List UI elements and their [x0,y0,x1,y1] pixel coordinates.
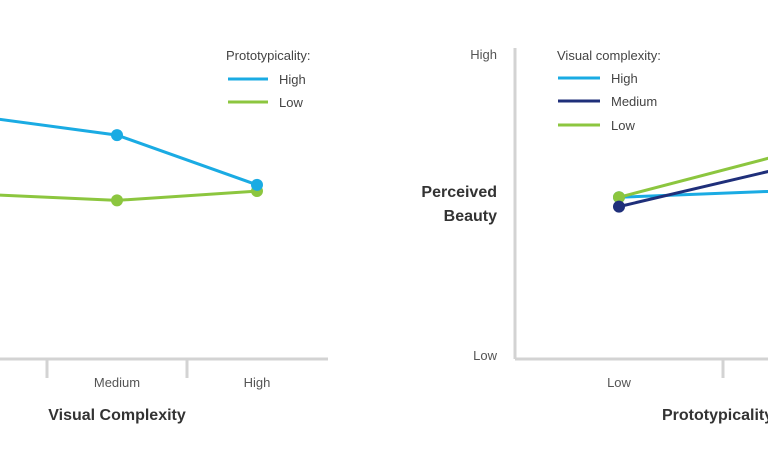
right-point-medium-low [613,200,625,213]
right-x-tick-label-low: Low [607,375,631,390]
right-legend-title: Visual complexity: [557,48,661,63]
left-legend-label-high: High [279,72,306,87]
left-x-tick-label-medium: Medium [94,375,140,390]
left-x-tick-label-high: High [244,375,271,390]
right-x-axis-title: Prototypicality [662,407,768,424]
right-y-axis-title-line2: Beauty [444,208,497,225]
right-legend-label-high: High [611,71,638,86]
chart-prototypicality: High Low Perceived Beauty Low Prototypic… [421,47,768,424]
left-series-group [0,117,263,207]
right-legend-label-low: Low [611,118,635,133]
left-series-line-low [0,189,258,202]
left-point-high-high [251,178,263,191]
right-series-group [613,156,768,213]
left-point-low-medium [111,194,123,207]
chart-visual-complexity: Medium High Visual Complexity Prototypic… [0,48,328,424]
right-point-low-low [613,191,625,204]
right-legend-label-medium: Medium [611,94,657,109]
right-series-line-high [618,189,768,199]
right-series-line-low [618,156,768,199]
left-legend-title: Prototypicality: [226,48,311,63]
right-y-axis-title-line1: Perceived [421,184,497,201]
right-series-line-medium [618,170,768,209]
left-legend-label-low: Low [279,95,303,110]
left-x-axis-title: Visual Complexity [48,407,186,424]
left-series-line-high [0,117,258,187]
right-y-tick-label-high: High [470,47,497,62]
left-point-high-medium [111,129,123,142]
right-y-tick-label-low: Low [473,348,497,363]
